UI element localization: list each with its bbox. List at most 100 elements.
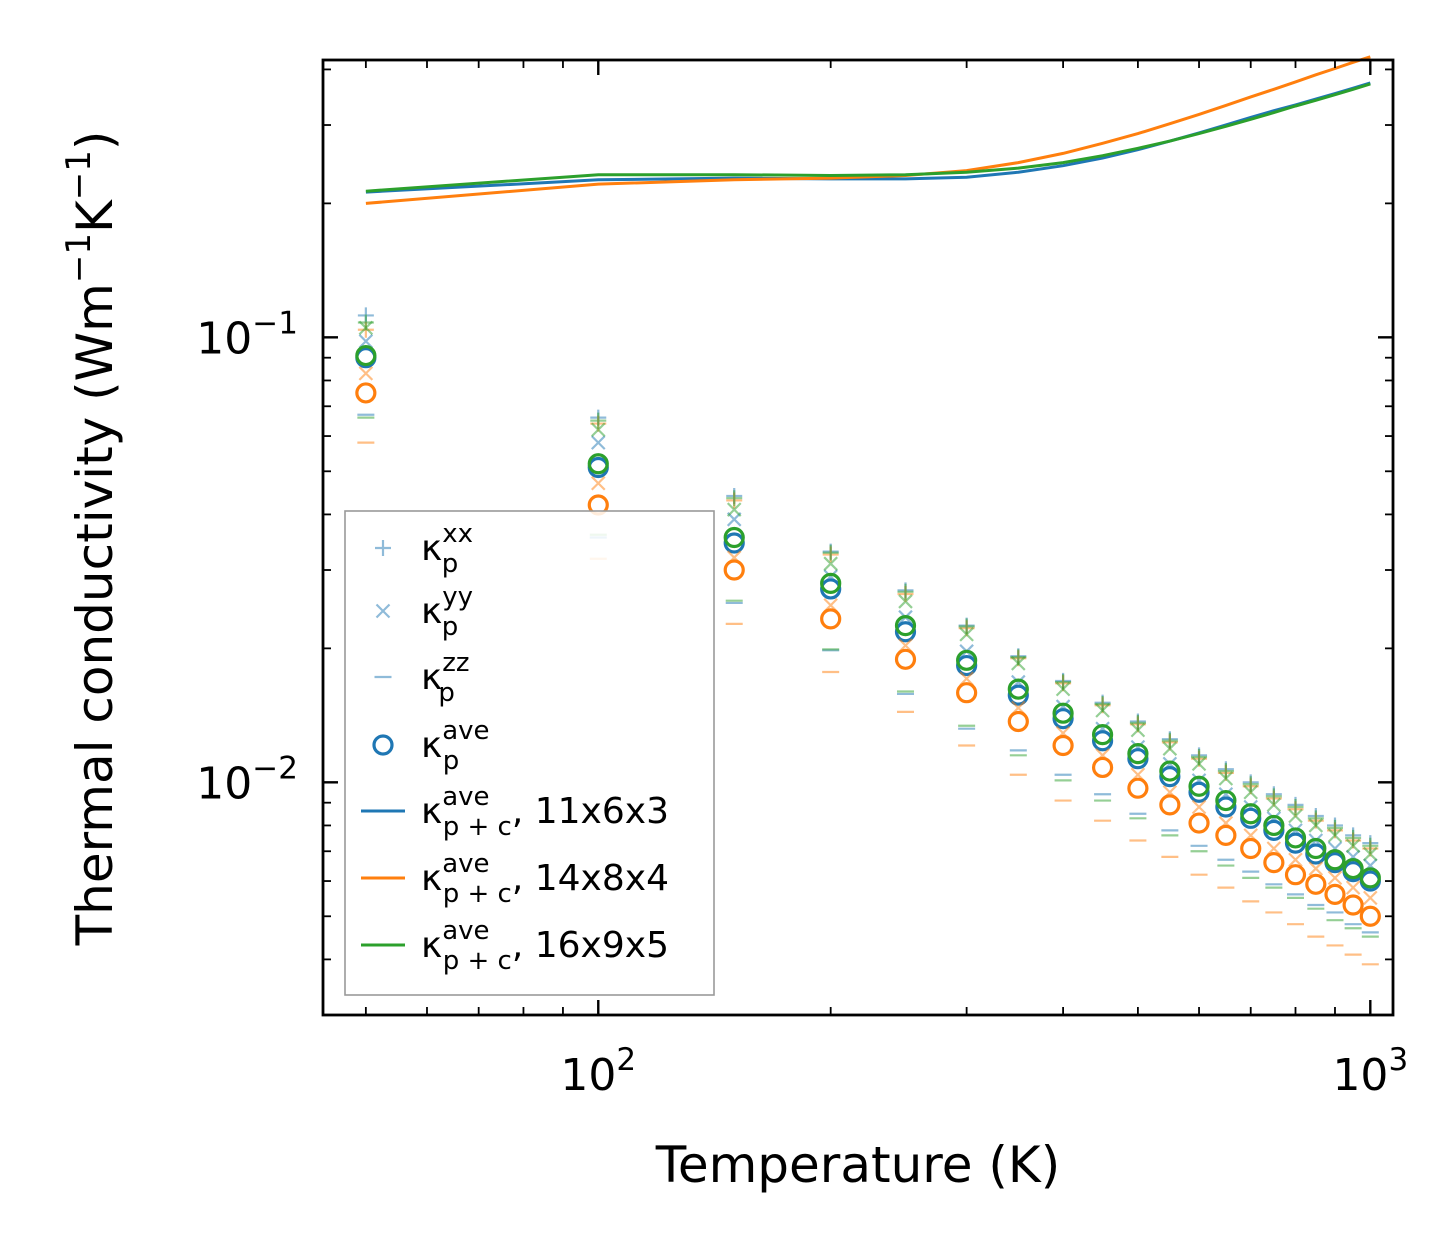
kyy-point (1266, 797, 1282, 813)
legend-superscript: ave (442, 916, 489, 946)
kxx-point (1265, 788, 1282, 805)
legend-entry: κyy p (375, 582, 473, 642)
kyy-point (1327, 828, 1343, 843)
kyy-point (590, 435, 606, 450)
legend-label: κave p + c, 16x9x5 (421, 916, 669, 976)
kave-point (1284, 864, 1307, 886)
kyy-point (1363, 890, 1378, 906)
kave-point (355, 344, 377, 367)
legend-marker (375, 540, 391, 556)
kxx-point (590, 412, 607, 429)
kave-point (820, 608, 842, 630)
kave-point (1007, 678, 1029, 700)
kave-point (1284, 827, 1307, 849)
kxx-point (958, 618, 975, 635)
kave-point (1188, 775, 1210, 797)
y-tick-exp: −1 (252, 305, 298, 341)
kave-point (1007, 684, 1029, 706)
kyy-point (1345, 838, 1361, 854)
plot-area (355, 55, 1381, 966)
legend-kappa: κ (421, 591, 442, 632)
kyy-point (1218, 771, 1234, 786)
kave-point (355, 382, 377, 404)
legend-superscript: zz (442, 648, 469, 678)
kxx-point (1345, 829, 1362, 846)
legend-kappa: κ (421, 528, 442, 569)
kave-point (1240, 837, 1262, 860)
x-axis-label: Temperature (K) (655, 1136, 1060, 1194)
kave-point (1263, 852, 1285, 874)
x-tick-base: 10 (1332, 1050, 1388, 1101)
kave-point (1342, 857, 1364, 880)
x-tick-exp: 3 (1388, 1042, 1408, 1078)
kyy-point (1011, 656, 1026, 671)
kyy-point (959, 671, 974, 686)
kave-point (1091, 724, 1114, 746)
legend-kappa: κ (421, 657, 442, 698)
kyy-point (1191, 799, 1207, 815)
y-tick-exp: −2 (252, 750, 298, 786)
kave-point (820, 578, 842, 600)
legend-superscript: ave (442, 849, 489, 879)
legend-subscript: p + c (443, 946, 512, 976)
kyy-point (1243, 784, 1258, 800)
legend-kappa: κ (421, 725, 442, 766)
kxx-point (1362, 837, 1379, 854)
legend-entry: κxx p (375, 519, 473, 579)
legend-label: κave p + c, 14x8x4 (421, 849, 669, 909)
legend-subscript: p (442, 612, 459, 642)
y-axis-label-exp1: −1 (59, 233, 99, 283)
legend-entry: κave p + c, 16x9x5 (361, 916, 669, 976)
legend-suffix: , 11x6x3 (512, 791, 669, 832)
kave-point (894, 621, 917, 643)
kyy-point (959, 627, 974, 642)
legend-kappa: κ (421, 791, 442, 832)
x-axis-label-text: Temperature (K) (655, 1136, 1060, 1194)
y-tick-base: 10 (196, 313, 252, 364)
kave-point (1188, 812, 1210, 834)
kave-point (1324, 849, 1346, 871)
kxx-point (897, 583, 914, 600)
kyy-point (1130, 722, 1146, 738)
kxx-point (1242, 776, 1259, 793)
kave-point (1305, 837, 1327, 860)
kxx-point (1191, 749, 1208, 766)
kxx-point (822, 544, 839, 561)
y-tick-label: 10−2 (196, 750, 298, 809)
kave-point (1007, 710, 1029, 733)
kave-point (1127, 777, 1149, 799)
kpc-line (365, 55, 1371, 205)
kave-point (1359, 905, 1381, 927)
legend-entry: κave p (372, 716, 490, 776)
kave-point (820, 572, 842, 594)
legend-subscript: p (443, 746, 460, 776)
kyy-point (1191, 756, 1207, 772)
kave-point (1240, 803, 1262, 825)
x-tick-label: 103 (1332, 1042, 1408, 1101)
legend-entry: κave p + c, 11x6x3 (361, 782, 669, 842)
legend-label: κxx p (421, 519, 473, 579)
kyy-point (1266, 841, 1282, 856)
legend-suffix: , 16x9x5 (512, 925, 669, 966)
legend-kappa: κ (421, 925, 442, 966)
legend-marker (372, 734, 394, 756)
kave-point (1127, 743, 1149, 765)
legend-subscript: p + c (443, 812, 512, 842)
kave-point (1159, 760, 1181, 782)
kyy-point (1288, 808, 1303, 824)
axes-frame (321, 58, 1395, 1017)
kave-point (1052, 702, 1074, 724)
kave-point (1188, 781, 1210, 803)
legend-suffix: , 14x8x4 (512, 858, 669, 899)
series-16x9x5 (355, 82, 1381, 938)
kyy-point (823, 556, 838, 571)
legend-label: κyy p (421, 582, 473, 642)
kave-point (1215, 789, 1237, 812)
kave-point (1215, 824, 1237, 846)
kyy-point (358, 366, 374, 381)
legend-superscript: yy (442, 582, 473, 612)
kave-point (1359, 867, 1381, 889)
kxx-point (1055, 674, 1072, 691)
